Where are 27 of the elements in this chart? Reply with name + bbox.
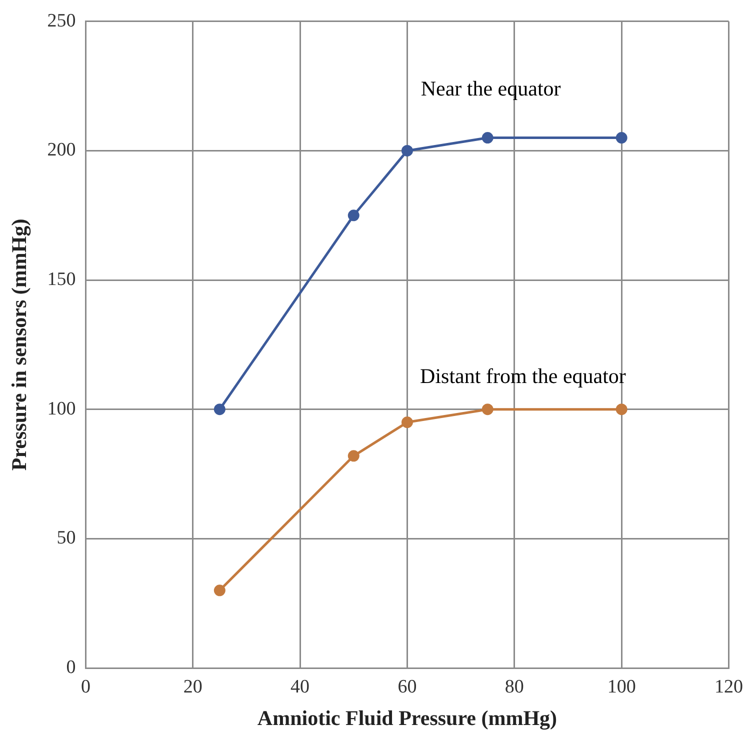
y-tick-label: 200 [47,140,76,161]
y-tick-label: 250 [47,10,76,32]
x-tick-label: 0 [80,676,90,698]
point [401,416,413,428]
point [401,144,413,156]
point [616,132,628,144]
point [348,450,360,462]
x-tick-label: 60 [398,676,417,698]
series-label: Distant from the equator [420,364,626,388]
x-axis-title: Amniotic Fluid Pressure (mmHg) [257,706,558,730]
x-tick-label: 80 [504,676,524,698]
x-tick-label: 40 [290,676,310,698]
point [214,404,226,416]
point [482,404,494,416]
x-tick-label: 120 [714,676,743,698]
y-tick-label: 100 [47,398,76,420]
point [214,584,226,596]
point [482,132,494,144]
y-tick-label: 0 [66,656,76,678]
y-axis-title: Pressure in sensors (mmHg) [7,218,32,471]
y-tick-label: 150 [47,269,76,290]
series-label: Near the equator [420,76,561,100]
point [616,404,628,416]
x-tick-label: 100 [607,676,636,698]
x-tick-label: 20 [183,676,202,698]
y-tick-label: 50 [56,528,76,549]
point [348,210,360,222]
